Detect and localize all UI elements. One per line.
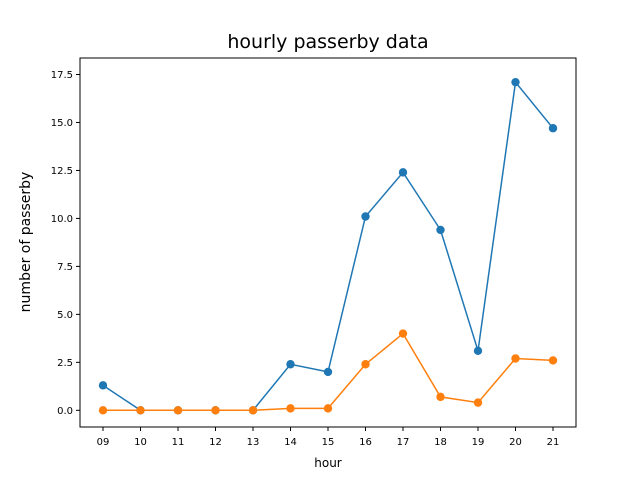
series-2-point (548, 356, 558, 365)
series-2-point (436, 392, 445, 402)
series-1-point (98, 381, 108, 390)
series-2-point (98, 406, 108, 415)
x-tick-label: 15 (322, 437, 335, 448)
series-1-point (361, 212, 370, 221)
series-1-point (548, 124, 558, 133)
x-tick-label: 21 (547, 437, 560, 448)
x-tick-label: 12 (209, 437, 222, 448)
series-1-point (511, 77, 520, 87)
x-axis-ticks: 09 10 11 12 13 14 15 16 17 18 19 20 21 (97, 427, 560, 448)
y-tick-label: 10.0 (51, 214, 73, 225)
x-tick-label: 19 (472, 437, 485, 448)
x-tick-label: 17 (397, 437, 410, 448)
x-axis-label: hour (314, 456, 342, 470)
y-tick-label: 5.0 (57, 310, 73, 321)
series-2-point (248, 406, 258, 415)
x-tick-label: 13 (247, 437, 260, 448)
y-tick-label: 15.0 (51, 118, 73, 129)
series-1-point (323, 367, 333, 377)
series-2-point (323, 404, 333, 413)
series-2-point (511, 354, 520, 363)
series-2-point (473, 398, 483, 407)
series-1-point (436, 225, 445, 235)
x-tick-label: 16 (359, 437, 372, 448)
series-2-point (286, 404, 295, 413)
y-tick-label: 17.5 (51, 70, 73, 81)
y-tick-label: 7.5 (57, 262, 73, 273)
y-tick-label: 12.5 (51, 166, 73, 177)
x-tick-label: 18 (434, 437, 447, 448)
y-axis-ticks: 0.0 2.5 5.0 7.5 10.0 12.5 15.0 17.5 (51, 70, 80, 417)
x-tick-label: 11 (172, 437, 185, 448)
series-layer (98, 77, 558, 415)
y-tick-label: 0.0 (57, 406, 73, 417)
series-1-point (398, 168, 408, 177)
series-2-point (136, 406, 145, 415)
y-tick-label: 2.5 (57, 358, 73, 369)
plot-area-frame (79, 57, 577, 428)
x-tick-label: 20 (509, 437, 522, 448)
chart-title: hourly passerby data (227, 31, 428, 53)
series-2-point (398, 329, 408, 338)
series-1-point (473, 346, 483, 356)
series-2-point (361, 360, 370, 369)
x-tick-label: 14 (284, 437, 297, 448)
x-tick-label: 10 (134, 437, 147, 448)
x-tick-label: 09 (97, 437, 110, 448)
series-2-point (211, 406, 220, 415)
y-axis-label: number of passerby (18, 172, 34, 313)
series-1-point (286, 360, 295, 369)
series-2-point (173, 406, 183, 415)
